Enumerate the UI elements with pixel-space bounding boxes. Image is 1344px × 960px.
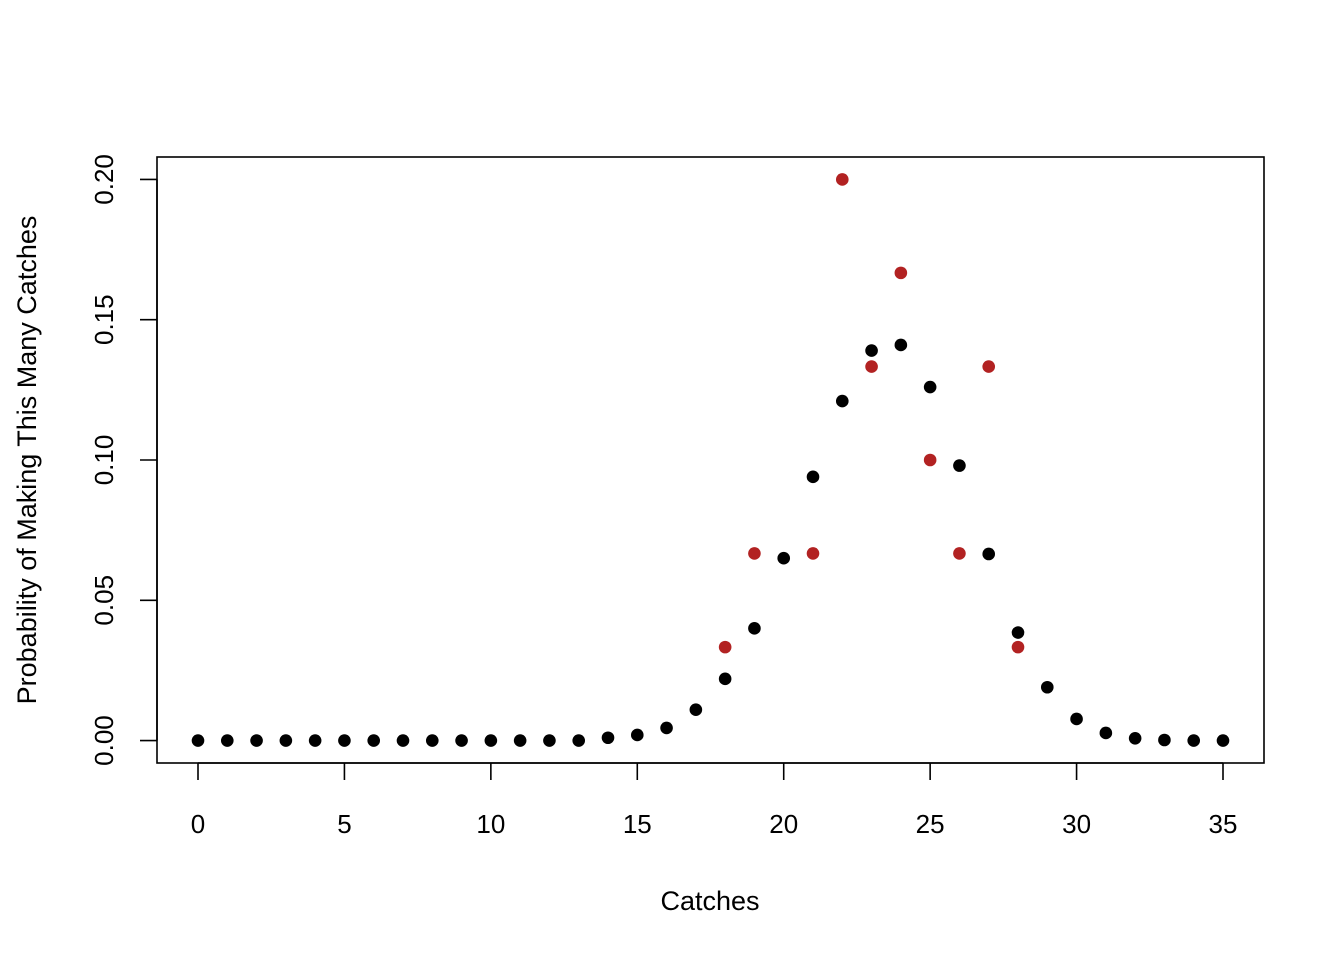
data-point — [1187, 734, 1201, 747]
data-point — [865, 360, 878, 373]
plot-frame — [156, 156, 1265, 764]
data-point — [835, 394, 849, 408]
y-tick-label: 0.00 — [89, 715, 119, 766]
data-point — [865, 344, 878, 357]
x-tick-label: 20 — [769, 809, 798, 839]
data-point — [367, 734, 381, 747]
data-point — [835, 173, 849, 186]
data-points — [191, 173, 1230, 747]
data-point — [513, 734, 527, 747]
data-point — [601, 731, 615, 745]
y-tick-label: 0.10 — [89, 435, 119, 486]
data-point — [220, 734, 234, 747]
data-point — [923, 380, 937, 394]
x-axis-label: Catches — [660, 886, 759, 916]
data-point — [806, 547, 820, 560]
data-point — [894, 338, 908, 352]
x-axis: 0 5 10 15 20 25 30 35 — [191, 762, 1238, 839]
data-point — [484, 734, 498, 747]
data-point — [250, 734, 263, 747]
data-point — [630, 728, 644, 742]
data-point — [953, 547, 966, 560]
x-tick-label: 25 — [916, 809, 945, 839]
data-point — [718, 672, 732, 686]
data-point — [543, 734, 556, 747]
data-point — [1128, 732, 1142, 745]
data-point — [572, 734, 586, 747]
data-point — [1216, 734, 1230, 747]
data-point — [1099, 726, 1113, 740]
data-point — [806, 470, 820, 484]
y-axis-label: Probability of Making This Many Catches — [12, 216, 42, 705]
y-tick-label: 0.05 — [89, 575, 119, 626]
x-tick-label: 35 — [1209, 809, 1238, 839]
data-point — [982, 360, 996, 373]
data-point — [338, 734, 351, 747]
data-point — [1011, 626, 1025, 639]
data-point — [191, 734, 205, 747]
x-tick-label: 15 — [623, 809, 652, 839]
y-tick-label: 0.15 — [89, 294, 119, 345]
y-tick-label: 0.20 — [89, 154, 119, 205]
y-axis: 0.00 0.05 0.10 0.15 0.20 — [89, 154, 158, 766]
x-tick-label: 30 — [1062, 809, 1091, 839]
x-tick-label: 5 — [337, 809, 351, 839]
data-point — [923, 453, 937, 467]
data-point — [894, 266, 908, 280]
data-point — [777, 551, 791, 565]
x-tick-label: 10 — [476, 809, 505, 839]
data-point — [396, 734, 410, 747]
data-point — [308, 734, 322, 747]
data-point — [1040, 680, 1054, 694]
data-point — [982, 547, 996, 561]
data-point — [425, 734, 439, 747]
data-point — [1070, 712, 1083, 726]
data-point — [455, 734, 468, 747]
data-point — [1011, 640, 1025, 654]
x-tick-label: 0 — [191, 809, 205, 839]
data-point — [748, 547, 761, 560]
data-point — [748, 622, 761, 635]
data-point — [1158, 733, 1171, 747]
data-point — [660, 721, 673, 735]
data-point — [953, 459, 966, 472]
data-point — [689, 703, 703, 716]
data-point — [718, 640, 732, 654]
data-point — [279, 734, 293, 747]
